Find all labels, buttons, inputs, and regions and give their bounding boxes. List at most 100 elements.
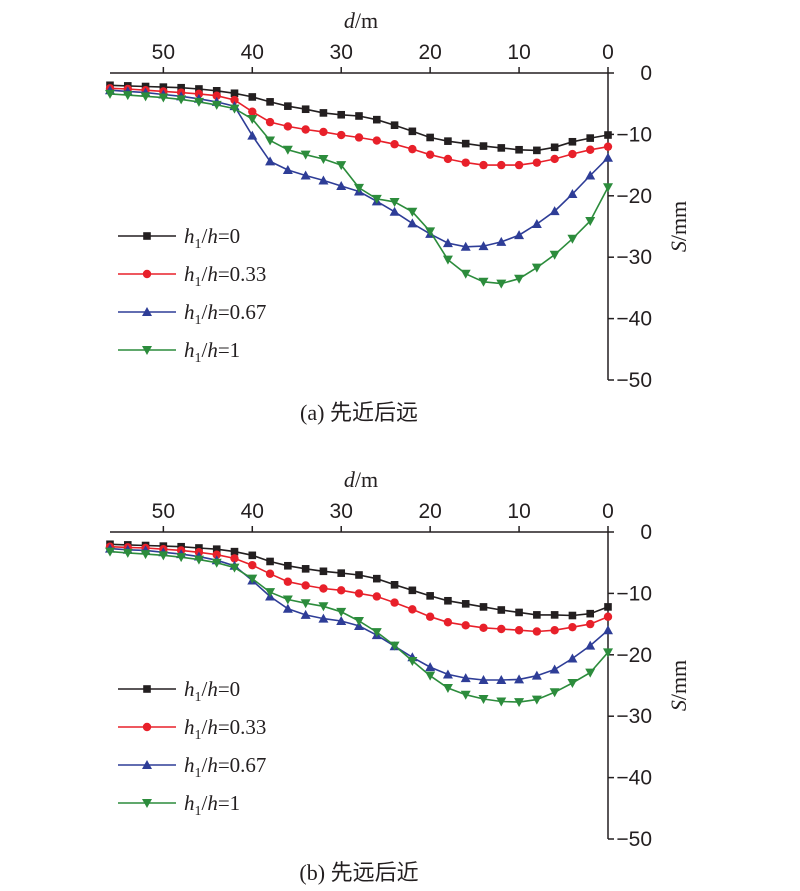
data-point — [301, 105, 310, 114]
data-point — [442, 255, 453, 265]
data-point — [568, 149, 577, 159]
data-point — [319, 127, 328, 137]
y-tick-label: 0 — [640, 521, 652, 544]
data-point — [425, 662, 436, 672]
data-point — [105, 547, 115, 557]
data-point — [460, 673, 471, 683]
legend-label: h1/h=0.67 — [184, 753, 266, 781]
data-point — [300, 150, 311, 160]
data-point — [195, 85, 203, 93]
legend-marker — [142, 722, 152, 732]
data-point — [247, 574, 258, 584]
data-point — [355, 112, 363, 120]
data-point — [478, 674, 489, 684]
data-point — [460, 241, 471, 251]
legend-entry-0: h1/h=0 — [118, 224, 240, 252]
data-point — [282, 165, 293, 175]
data-point — [425, 150, 435, 159]
data-point — [497, 144, 506, 152]
data-point — [586, 145, 595, 154]
data-point — [159, 83, 168, 91]
data-point — [514, 674, 525, 684]
data-point — [426, 133, 434, 142]
data-point — [195, 544, 203, 552]
data-point — [390, 598, 399, 607]
data-point — [301, 581, 310, 590]
y-tick-label: −50 — [616, 369, 652, 392]
data-point — [176, 553, 187, 563]
legend-marker — [142, 760, 152, 769]
chart-panel-b: 50 40 30 20 10 0 d/m 0 −10 −20 −30 −40 −50 S/mm h1/h=0… — [105, 467, 691, 885]
x-tick-label: 0 — [602, 500, 614, 523]
data-point — [568, 622, 577, 632]
data-point — [531, 219, 542, 229]
data-point — [318, 602, 329, 612]
legend-marker — [142, 307, 152, 316]
data-point — [372, 115, 381, 124]
data-point — [478, 277, 489, 287]
y-tick-label: −30 — [616, 705, 652, 728]
data-point — [549, 206, 560, 216]
x-tick-label: 10 — [507, 500, 530, 523]
data-point — [604, 131, 612, 139]
data-point — [444, 596, 452, 605]
data-point — [283, 122, 293, 131]
data-point — [567, 679, 578, 689]
data-point — [550, 154, 559, 164]
data-point — [248, 551, 257, 560]
data-point — [514, 698, 525, 708]
data-point — [230, 95, 239, 105]
data-point — [390, 121, 399, 129]
data-point — [265, 156, 276, 166]
data-point — [389, 206, 400, 216]
data-point — [549, 664, 560, 674]
data-point — [479, 160, 488, 170]
data-point — [301, 565, 310, 573]
data-point — [497, 606, 506, 614]
data-point — [247, 130, 258, 140]
data-point — [549, 688, 560, 698]
data-point — [567, 188, 578, 198]
data-point — [568, 611, 577, 620]
data-point — [461, 621, 470, 630]
data-point — [603, 183, 613, 193]
y-tick-label: −50 — [616, 828, 652, 851]
y-tick-label: −10 — [616, 582, 652, 605]
legend-label: h1/h=0 — [184, 677, 240, 705]
chart-caption: (a) 先近后远 — [300, 400, 418, 425]
data-point — [514, 274, 525, 284]
data-point — [496, 236, 507, 246]
data-point — [229, 563, 240, 573]
legend-marker — [142, 346, 152, 355]
data-point — [230, 89, 239, 98]
data-point — [283, 577, 293, 586]
data-point — [479, 603, 488, 611]
data-point — [105, 89, 115, 99]
data-point — [586, 134, 595, 142]
data-point — [193, 97, 204, 107]
data-point — [443, 154, 453, 164]
data-point — [266, 557, 274, 566]
data-point — [318, 154, 329, 164]
data-point — [531, 670, 542, 680]
data-point — [372, 592, 381, 601]
data-point — [514, 626, 524, 635]
data-point — [122, 91, 133, 101]
data-point — [407, 207, 418, 217]
data-point — [336, 607, 347, 617]
legend-marker — [143, 232, 151, 240]
legend-marker — [143, 685, 151, 693]
data-point — [247, 115, 258, 125]
legend-entry-3: h1/h=1 — [118, 791, 240, 819]
data-point — [212, 91, 221, 100]
data-point — [229, 104, 240, 114]
x-tick-label: 40 — [241, 41, 264, 64]
data-point — [230, 547, 239, 556]
data-point — [408, 144, 417, 154]
x-tick-label: 50 — [152, 41, 175, 64]
data-point — [212, 87, 221, 95]
data-point — [319, 567, 328, 576]
data-point — [443, 618, 453, 627]
data-point — [604, 603, 612, 611]
